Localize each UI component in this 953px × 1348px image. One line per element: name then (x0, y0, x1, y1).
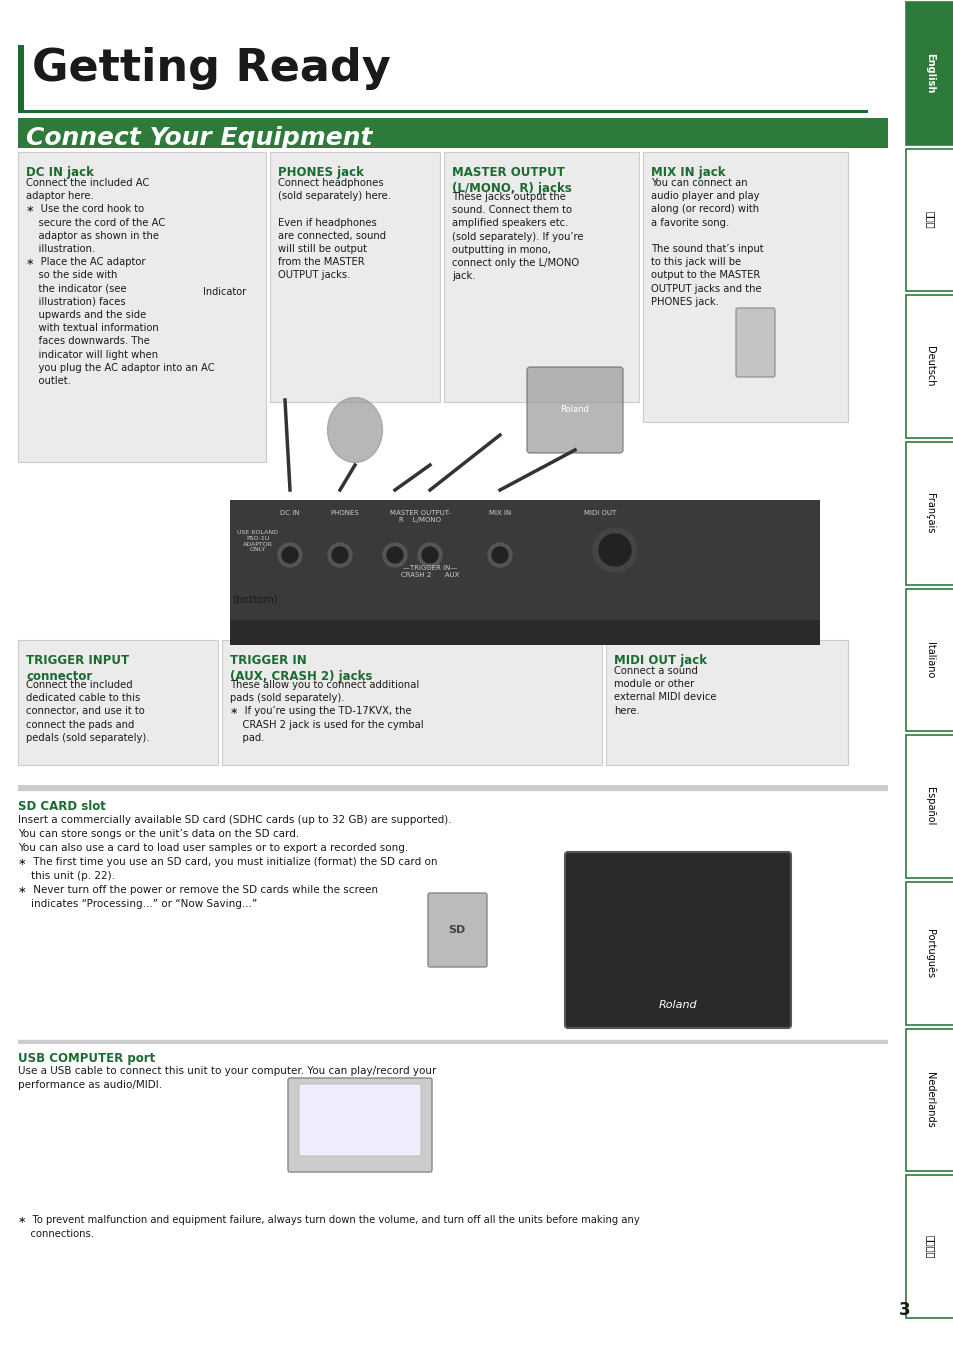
Text: Deutsch: Deutsch (924, 346, 934, 387)
Bar (18, 1041, 887, 1043)
Circle shape (332, 547, 348, 563)
Bar (905, 295, 953, 438)
Text: MASTER OUTPUT
(L/MONO, R) jacks: MASTER OUTPUT (L/MONO, R) jacks (452, 166, 571, 195)
Text: DC IN jack: DC IN jack (26, 166, 93, 179)
Text: Use a USB cable to connect this unit to your computer. You can play/record your
: Use a USB cable to connect this unit to … (18, 1066, 436, 1091)
Text: 3: 3 (899, 1301, 910, 1318)
Text: (bottom): (bottom) (232, 594, 277, 605)
Text: You can connect an
audio player and play
along (or record) with
a favorite song.: You can connect an audio player and play… (650, 178, 762, 307)
Bar (905, 589, 953, 732)
FancyBboxPatch shape (428, 892, 486, 967)
Text: 日本語: 日本語 (924, 212, 934, 229)
Circle shape (328, 543, 352, 568)
Text: Connect the included
dedicated cable to this
connector, and use it to
connect th: Connect the included dedicated cable to … (26, 679, 150, 743)
Text: MIDI OUT jack: MIDI OUT jack (614, 654, 706, 667)
Text: Nederlands: Nederlands (924, 1072, 934, 1128)
Text: Português: Português (923, 929, 934, 977)
Circle shape (282, 547, 297, 563)
Text: 简体中文: 简体中文 (924, 1235, 934, 1259)
Text: These jacks output the
sound. Connect them to
amplified speakers etc.
(sold sepa: These jacks output the sound. Connect th… (452, 191, 583, 282)
Text: English: English (924, 53, 934, 93)
Bar (905, 442, 953, 585)
Bar (18, 111, 867, 113)
Text: These allow you to connect additional
pads (sold separately).
∗  If you’re using: These allow you to connect additional pa… (230, 679, 423, 743)
Bar (230, 620, 820, 644)
FancyBboxPatch shape (526, 367, 622, 453)
Ellipse shape (327, 398, 382, 462)
Bar (642, 152, 847, 422)
Circle shape (387, 547, 402, 563)
Bar (270, 152, 439, 402)
Text: Français: Français (924, 493, 934, 534)
Text: Roland: Roland (658, 1000, 697, 1010)
FancyBboxPatch shape (288, 1078, 432, 1171)
Text: SD: SD (448, 925, 465, 936)
Text: MASTER OUTPUT-
R    L/MONO: MASTER OUTPUT- R L/MONO (389, 510, 450, 523)
Text: ∗  To prevent malfunction and equipment failure, always turn down the volume, an: ∗ To prevent malfunction and equipment f… (18, 1215, 639, 1239)
Bar (443, 152, 639, 402)
Text: Insert a commercially available SD card (SDHC cards (up to 32 GB) are supported): Insert a commercially available SD card … (18, 816, 451, 909)
Bar (222, 640, 601, 766)
Bar (905, 1029, 953, 1171)
Text: Español: Español (924, 787, 934, 826)
FancyBboxPatch shape (298, 1084, 420, 1157)
Text: PHONES jack: PHONES jack (277, 166, 363, 179)
Bar (905, 1175, 953, 1318)
Bar (18, 119, 887, 148)
Text: Italiano: Italiano (924, 642, 934, 678)
Text: PHONES: PHONES (331, 510, 359, 516)
Text: USB COMPUTER port: USB COMPUTER port (18, 1051, 155, 1065)
Bar (18, 640, 218, 766)
Bar (905, 882, 953, 1024)
Bar (905, 148, 953, 291)
Text: Getting Ready: Getting Ready (32, 47, 391, 90)
Text: TRIGGER IN
(AUX, CRASH 2) jacks: TRIGGER IN (AUX, CRASH 2) jacks (230, 654, 372, 683)
Text: SD CARD slot: SD CARD slot (18, 799, 106, 813)
FancyBboxPatch shape (564, 852, 790, 1029)
Text: MIDI OUT: MIDI OUT (583, 510, 616, 516)
Text: Connect the included AC
adaptor here.
∗  Use the cord hook to
    secure the cor: Connect the included AC adaptor here. ∗ … (26, 178, 214, 386)
Circle shape (421, 547, 437, 563)
Text: TRIGGER INPUT
connector: TRIGGER INPUT connector (26, 654, 129, 683)
Text: —TRIGGER IN—
CRASH 2      AUX: —TRIGGER IN— CRASH 2 AUX (400, 565, 458, 578)
Circle shape (382, 543, 407, 568)
Text: DC IN: DC IN (280, 510, 299, 516)
Text: Indicator: Indicator (203, 287, 246, 297)
Bar (605, 640, 847, 766)
Text: MIX IN: MIX IN (488, 510, 511, 516)
Text: Connect headphones
(sold separately) here.

Even if headphones
are connected, so: Connect headphones (sold separately) her… (277, 178, 391, 280)
Circle shape (593, 528, 637, 572)
Text: Roland: Roland (560, 406, 589, 414)
Bar (18, 785, 887, 790)
Text: MIX IN jack: MIX IN jack (650, 166, 724, 179)
Bar (18, 44, 24, 111)
Circle shape (598, 534, 630, 566)
Bar (905, 1, 953, 144)
FancyBboxPatch shape (735, 307, 774, 377)
Circle shape (277, 543, 302, 568)
Circle shape (488, 543, 512, 568)
Bar (905, 735, 953, 878)
Bar (18, 152, 266, 462)
Bar (230, 500, 820, 620)
Text: USE ROLAND
PSO-1U
ADAPTOR
ONLY: USE ROLAND PSO-1U ADAPTOR ONLY (237, 530, 278, 553)
Circle shape (417, 543, 441, 568)
Text: Connect a sound
module or other
external MIDI device
here.: Connect a sound module or other external… (614, 666, 716, 716)
Text: Connect Your Equipment: Connect Your Equipment (26, 125, 372, 150)
Circle shape (492, 547, 507, 563)
